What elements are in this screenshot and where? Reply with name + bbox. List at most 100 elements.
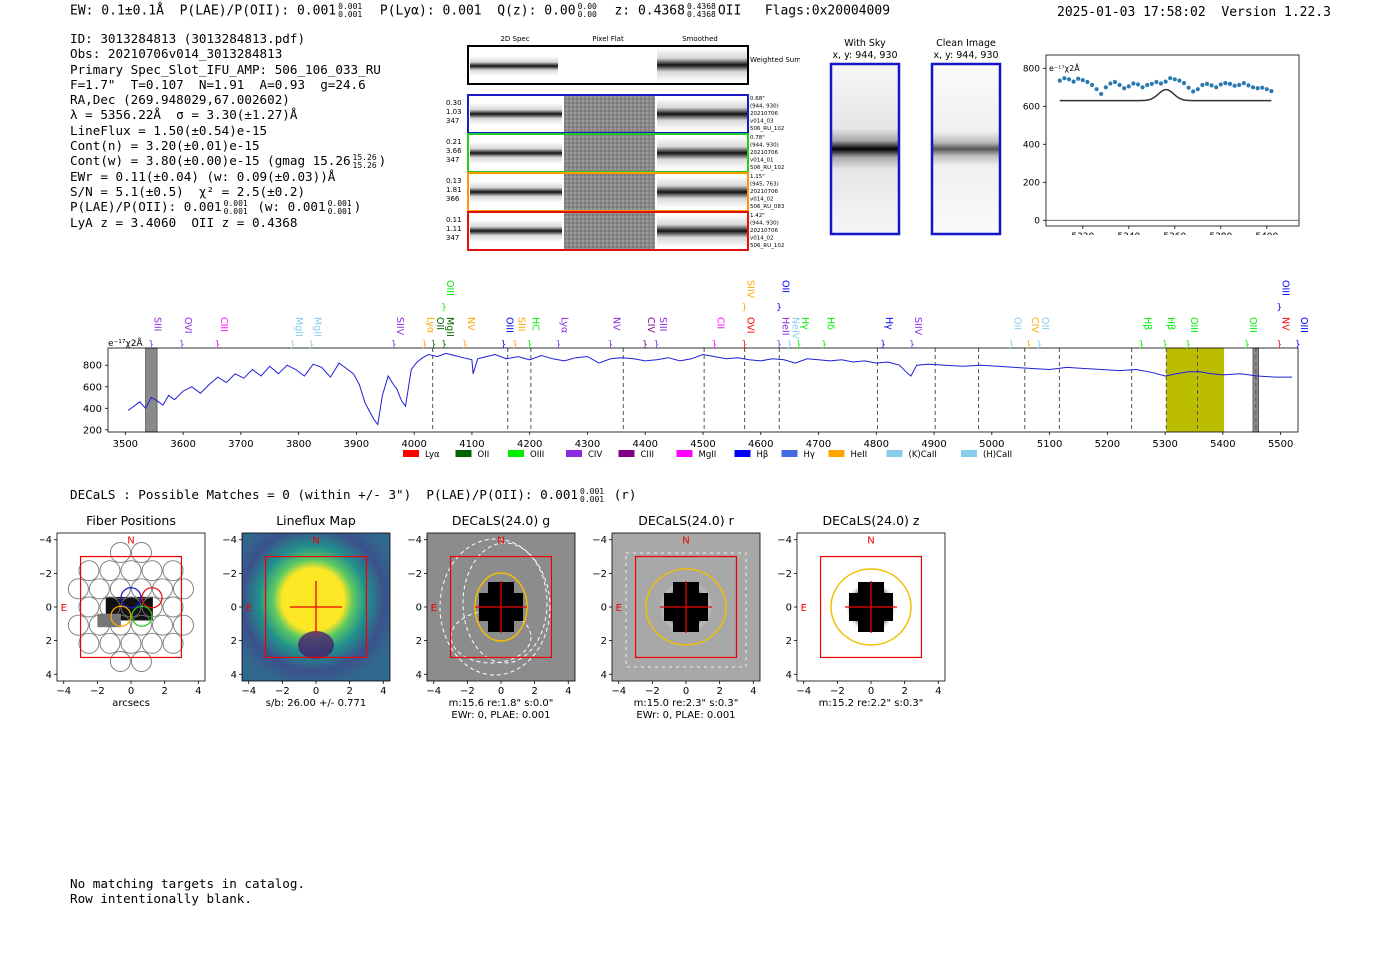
fiber-stat: 0.13	[446, 177, 462, 185]
legend-label: OII	[478, 450, 490, 460]
col-header-smoothed: Smoothed	[682, 35, 718, 43]
full-y-tick-label: 400	[83, 404, 102, 415]
line-label: OVI	[745, 317, 756, 334]
full-x-tick-label: 4700	[806, 439, 831, 450]
isophote-contour	[625, 552, 747, 668]
zoom-data-point	[1131, 81, 1136, 86]
info-plae-lower: 0.001	[223, 206, 248, 216]
zoom-data-point	[1149, 81, 1154, 86]
search-box	[449, 555, 553, 659]
line-label-brace: }	[441, 340, 447, 350]
fiber-circle	[141, 560, 163, 582]
fiber-circle	[173, 578, 194, 600]
search-box	[634, 555, 738, 659]
fiber-2dspec	[470, 220, 562, 242]
line-label: Lyα	[425, 317, 436, 333]
z-lower: 0.4368	[686, 10, 716, 19]
fiber-meta: 506_RU_083	[750, 204, 785, 210]
line-label-brace: }	[441, 303, 447, 313]
full-x-tick-label: 3600	[170, 439, 195, 450]
full-plot-frame	[107, 347, 1299, 433]
with-sky-title: With Sky	[844, 38, 886, 49]
line-label: CIV	[1029, 317, 1040, 333]
full-x-tick-label: 3700	[228, 439, 253, 450]
line-label-brace: }	[512, 340, 518, 350]
zoom-data-point	[1214, 85, 1219, 90]
zoom-y-tick-label: 800	[1023, 64, 1040, 74]
zoom-data-point	[1191, 89, 1196, 94]
north-marker: N	[867, 535, 874, 546]
line-label-brace: }	[642, 340, 648, 350]
line-label-brace: }	[1162, 340, 1168, 350]
line-label-brace: }	[742, 340, 748, 350]
full-x-tick-label: 4300	[575, 439, 600, 450]
fiber-circle	[120, 560, 142, 582]
zoom-data-point	[1126, 84, 1131, 89]
line-label-brace: }	[1295, 340, 1301, 350]
fiber-2dspec	[470, 142, 562, 164]
image-panel: Fiber Positions N E −4 4 −2 2 0 0 2 −2 4 −4 arcsecs	[40, 513, 206, 709]
panel-y-tick-label: −4	[222, 535, 237, 546]
fiber-meta: (944, 930)	[750, 143, 779, 149]
legend-label: Hβ	[757, 450, 769, 460]
info-contw: Cont(w) = 3.80(±0.00)e-15 (gmag 15.26 15.…	[70, 152, 387, 170]
panel-title: Lineflux Map	[276, 513, 356, 528]
z-upper: 0.4368	[686, 2, 716, 11]
fiber-circle	[99, 632, 121, 654]
line-label: CIV	[645, 317, 656, 333]
legend-swatch	[961, 450, 977, 457]
panel-image: N E −4 4 −2 2 0 0 2 −2 4 −4	[592, 532, 761, 697]
line-label-brace: }	[776, 303, 782, 313]
line-label: SIII	[515, 317, 526, 331]
panel-x-tick-label: 4	[565, 686, 571, 697]
full-x-tick-label: 4100	[459, 439, 484, 450]
image-panel: Lineflux Map N E −4 4 −2 2 0 0 2 −2 4 −4 s/b: 26.00 +…	[222, 513, 391, 709]
panel-caption: s/b: 26.00 +/- 0.771	[266, 698, 366, 709]
line-label-brace: }	[290, 340, 296, 350]
decals-band: (r)	[613, 487, 637, 502]
zoom-data-point	[1260, 85, 1265, 90]
panel-image: N E −4 4 −2 2 0 0 2 −2 4 −4	[222, 532, 391, 697]
aperture-ellipse	[645, 568, 727, 646]
fiber-pixelflat	[564, 213, 655, 249]
legend-swatch	[828, 450, 845, 457]
zoom-data-point	[1255, 86, 1260, 91]
fiber-meta: (944, 930)	[750, 221, 779, 227]
fiber-circle	[88, 578, 110, 600]
zoom-data-point	[1223, 81, 1228, 86]
lineflux-low-region	[298, 631, 334, 659]
panel-y-tick-label: 4	[416, 670, 422, 681]
east-marker: E	[61, 603, 67, 614]
fiber-circle	[162, 596, 184, 618]
fiber-stat: 0.21	[446, 138, 462, 146]
line-label: Hβ	[1165, 317, 1176, 330]
legend-swatch	[734, 450, 751, 457]
spectrum-line	[127, 352, 1293, 426]
line-label: CIII	[218, 317, 229, 332]
fiber-meta: 506_RU_102	[750, 165, 784, 171]
image-panel: DECaLS(24.0) z N E −4 4 −2 2 0 0 2 −2 4 −4 m:15.2 re:…	[777, 513, 946, 709]
zoom-data-point	[1154, 79, 1159, 85]
line-label: OIII	[1280, 280, 1291, 296]
panel-x-tick-label: −2	[90, 686, 105, 697]
panel-caption: m:15.2 re:2.2" s:0.3"	[819, 698, 924, 709]
panel-caption: m:15.6 re:1.8" s:0.0"	[449, 698, 554, 709]
zoom-data-point	[1066, 77, 1072, 82]
legend-label: (H)CaII	[983, 450, 1012, 460]
panel-x-tick-label: −2	[645, 686, 660, 697]
panel-x-tick-label: 0	[313, 686, 319, 697]
panel-title: Fiber Positions	[86, 513, 176, 528]
panel-y-tick-label: 0	[601, 603, 607, 614]
selected-fiber-circle	[131, 605, 153, 627]
line-label: HeII	[779, 317, 790, 336]
z-value: z: 0.4368	[614, 3, 685, 19]
legend-label: CIII	[641, 450, 654, 460]
col-header-2dspec: 2D Spec	[500, 35, 529, 43]
panel-x-tick-label: −4	[241, 686, 256, 697]
fiber-meta: (944, 930)	[750, 104, 779, 110]
decals-summary-text: DECaLS : Possible Matches = 0 (within +/…	[70, 487, 578, 502]
zoom-data-point	[1195, 87, 1200, 92]
zoom-data-point	[1094, 87, 1099, 92]
zoom-data-point	[1168, 76, 1173, 81]
